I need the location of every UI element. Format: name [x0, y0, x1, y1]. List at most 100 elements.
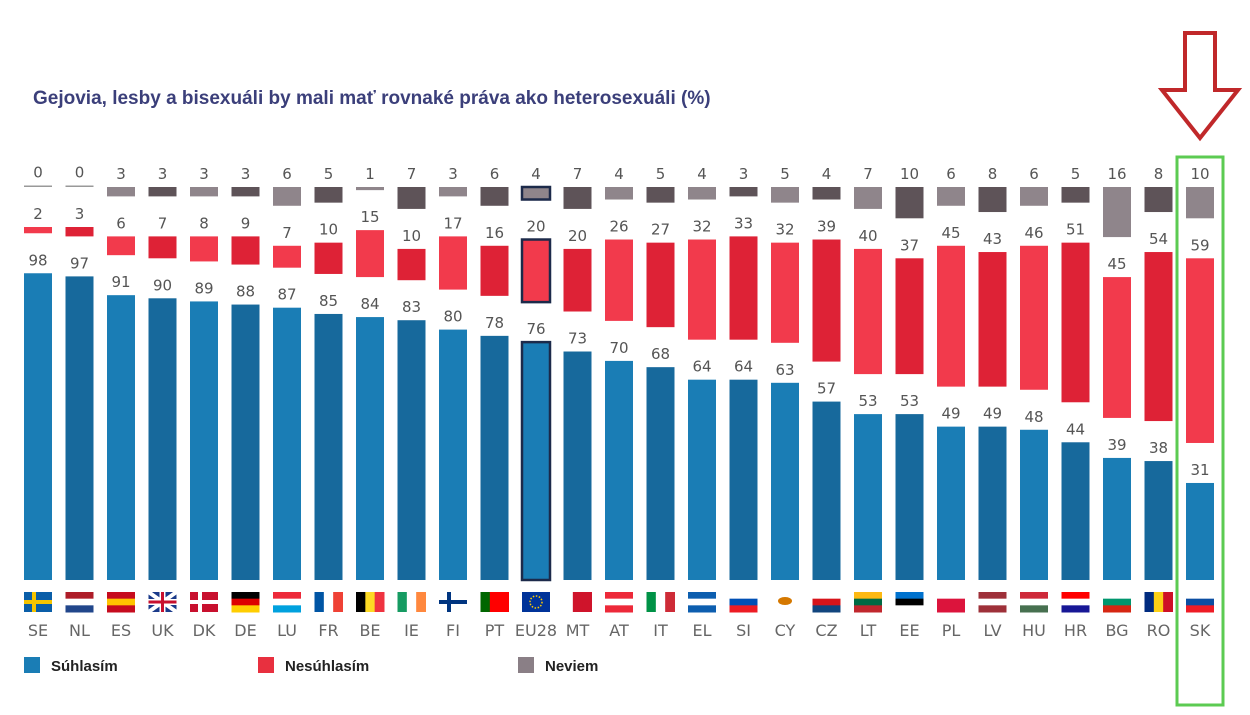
flag-icon-FI [439, 592, 467, 612]
chart-title: Gejovia, lesby a bisexuáli by mali mať r… [33, 88, 711, 109]
flag-stripe [1020, 598, 1048, 606]
label-dontknow-BE: 1 [365, 165, 375, 183]
label-dontknow-FR: 5 [324, 165, 334, 183]
category-label-HU: HU [1022, 621, 1046, 640]
flag-icon-EL [688, 592, 716, 613]
bar-agree-SE [24, 273, 52, 580]
flag-stripe [605, 598, 633, 606]
label-dontknow-IE: 7 [407, 165, 417, 183]
flag-stripe [416, 592, 426, 612]
flag-stripe [1061, 592, 1090, 600]
flag-icon-IT [646, 592, 675, 612]
bar-agree-CZ [812, 401, 841, 580]
bar-disagree-UK [148, 236, 177, 259]
category-label-SI: SI [736, 621, 751, 640]
bar-dontknow-RO [1144, 187, 1173, 213]
bar-group-PL: 49 45 6 PL [937, 165, 965, 640]
flag-stars [529, 595, 543, 609]
label-dontknow-NL: 0 [75, 164, 85, 182]
bar-agree-PL [937, 426, 965, 580]
flag-stripe [314, 592, 325, 612]
flag-icon-UK [147, 590, 178, 614]
label-dontknow-LU: 6 [282, 165, 292, 183]
label-dontknow-HR: 5 [1071, 165, 1081, 183]
bar-group-EE: 53 37 10 EE [895, 165, 924, 640]
label-dontknow-LV: 8 [988, 165, 998, 183]
legend-label: Súhlasím [51, 658, 118, 675]
bar-dontknow-HR [1061, 187, 1090, 203]
flag-stripe [978, 592, 1007, 600]
flag-stripe [1186, 592, 1214, 600]
flag-icon-DK [190, 592, 218, 612]
bar-agree-DK [190, 301, 218, 580]
bar-agree-HU [1020, 429, 1048, 580]
flag-stripe [854, 592, 882, 600]
label-agree-CY: 63 [775, 361, 794, 379]
label-agree-LU: 87 [277, 286, 296, 304]
flag-stripe [273, 592, 301, 600]
label-dontknow-UK: 3 [158, 165, 168, 183]
bar-dontknow-IT [646, 187, 675, 203]
label-disagree-FI: 17 [443, 214, 462, 232]
bar-group-SK: 31 59 10 SK [1186, 165, 1214, 640]
label-disagree-LV: 43 [983, 230, 1002, 248]
flag-icon-IE [397, 592, 426, 612]
label-agree-EL: 64 [692, 358, 711, 376]
category-label-SK: SK [1190, 621, 1211, 640]
bar-dontknow-PT [480, 187, 509, 206]
bar-group-HU: 48 46 6 HU [1020, 165, 1048, 640]
bar-agree-EU28 [520, 340, 552, 582]
bar-dontknow-MT [563, 187, 592, 209]
flag-map [778, 597, 792, 605]
bar-agree-AT [605, 360, 633, 580]
flag-stripe [812, 605, 841, 613]
category-label-DK: DK [193, 621, 216, 640]
label-dontknow-SK: 10 [1190, 165, 1209, 183]
flag-icon-PL [937, 592, 965, 613]
label-agree-PL: 49 [941, 405, 960, 423]
bar-group-LT: 53 40 7 LT [854, 165, 882, 640]
label-disagree-CY: 32 [775, 221, 794, 239]
flag-stripe [499, 592, 509, 612]
bar-dontknow-FI [439, 187, 467, 197]
flag-icon-SE [24, 592, 52, 612]
category-label-DE: DE [234, 621, 256, 640]
flag-stripe [655, 592, 666, 612]
bar-dontknow-IE [397, 187, 426, 209]
category-label-UK: UK [151, 621, 174, 640]
flag-stripe [688, 598, 716, 606]
bar-disagree-EU28 [520, 238, 552, 304]
bar-dontknow-FR [314, 187, 343, 203]
flag-stripe [729, 598, 758, 606]
bar-disagree-HR [1061, 242, 1090, 403]
label-dontknow-IT: 5 [656, 165, 666, 183]
flag-stripe [646, 592, 657, 612]
flag-field [522, 592, 550, 612]
label-dontknow-CY: 5 [780, 165, 790, 183]
label-disagree-MT: 20 [568, 227, 587, 245]
flag-icon-CY [771, 592, 799, 612]
flag-icon-SK [1186, 592, 1214, 613]
flag-stripe [605, 605, 633, 613]
bar-agree-UK [148, 298, 177, 580]
bar-disagree-BG [1103, 277, 1131, 418]
label-disagree-EE: 37 [900, 236, 919, 254]
label-agree-DE: 88 [236, 283, 255, 301]
category-label-LU: LU [277, 621, 297, 640]
flag-stripe [854, 598, 882, 606]
bar-dontknow-EU28 [520, 185, 552, 201]
label-disagree-ES: 6 [116, 214, 126, 232]
flag-stripe [937, 605, 965, 613]
flag-stripe [937, 592, 965, 600]
label-agree-IE: 83 [402, 298, 421, 316]
flag-stripe [1103, 592, 1131, 600]
category-label-NL: NL [69, 621, 90, 640]
category-label-AT: AT [609, 621, 629, 640]
flag-stripe [107, 605, 135, 613]
bar-agree-ES [107, 295, 135, 580]
bar-group-AT: 70 26 4 AT [605, 165, 633, 640]
label-disagree-DK: 8 [199, 214, 209, 232]
bar-dontknow-SK [1186, 187, 1214, 219]
flag-icon-NL [65, 592, 94, 613]
